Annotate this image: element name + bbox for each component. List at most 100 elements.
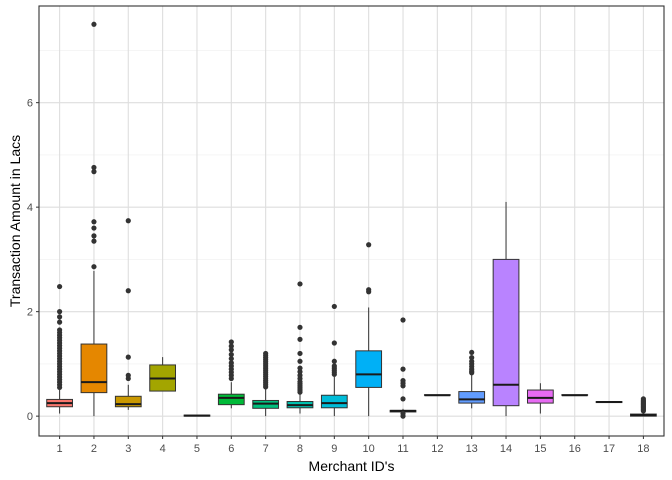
outlier-point bbox=[469, 349, 475, 356]
box-body bbox=[526, 389, 554, 404]
x-tick-label: 1 bbox=[57, 443, 63, 455]
box-body bbox=[458, 391, 486, 404]
box-merchant-4 bbox=[149, 357, 177, 392]
box-body bbox=[80, 343, 108, 394]
outlier-point bbox=[125, 372, 131, 378]
x-tick-label: 9 bbox=[331, 443, 337, 455]
x-tick-label: 5 bbox=[194, 443, 200, 455]
x-tick-label: 10 bbox=[363, 443, 375, 455]
outlier-point bbox=[297, 358, 303, 364]
box-body bbox=[114, 395, 142, 408]
box-merchant-2 bbox=[80, 21, 108, 417]
outlier-point bbox=[400, 396, 406, 402]
box-merchant-10 bbox=[355, 242, 383, 417]
grid bbox=[39, 6, 664, 436]
x-tick-label: 8 bbox=[297, 443, 303, 455]
outlier-point bbox=[125, 218, 131, 224]
outlier-point bbox=[297, 350, 303, 357]
outlier-point bbox=[297, 281, 303, 287]
outlier-point bbox=[91, 264, 97, 270]
outlier-point bbox=[228, 339, 234, 345]
outlier-point bbox=[400, 366, 406, 372]
box-merchant-18 bbox=[630, 396, 657, 417]
outlier-point bbox=[331, 363, 337, 369]
x-axis-title: Merchant ID's bbox=[309, 458, 395, 474]
box-merchant-13 bbox=[458, 349, 486, 409]
box-merchant-8 bbox=[286, 281, 314, 414]
box-merchant-3 bbox=[114, 218, 142, 410]
box-merchant-1 bbox=[46, 283, 73, 414]
outlier-point bbox=[297, 336, 303, 342]
x-tick-label: 2 bbox=[91, 443, 97, 455]
outlier-point bbox=[228, 356, 234, 362]
x-tick-label: 16 bbox=[569, 443, 581, 455]
outlier-point bbox=[366, 242, 372, 248]
outlier-point bbox=[469, 358, 475, 364]
x-tick-label: 18 bbox=[637, 443, 649, 455]
x-tick-label: 17 bbox=[603, 443, 615, 455]
box-merchant-7 bbox=[252, 350, 280, 417]
boxes bbox=[46, 21, 657, 419]
outlier-point bbox=[125, 354, 131, 360]
x-tick-label: 6 bbox=[228, 443, 234, 455]
x-tick-label: 7 bbox=[263, 443, 269, 455]
outlier-point bbox=[400, 378, 406, 384]
outlier-point bbox=[331, 340, 337, 346]
outlier-point bbox=[57, 327, 63, 333]
outlier-point bbox=[297, 324, 303, 330]
y-axis: 0 2 4 6 bbox=[27, 98, 39, 423]
panel-border bbox=[38, 5, 665, 437]
outlier-point bbox=[228, 343, 234, 349]
outlier-point bbox=[400, 410, 406, 417]
outlier-point bbox=[91, 233, 97, 239]
outlier-point bbox=[331, 303, 337, 310]
outlier-point bbox=[331, 358, 337, 364]
outlier-point bbox=[57, 319, 63, 325]
outlier-point bbox=[297, 369, 303, 375]
box-merchant-11 bbox=[389, 317, 417, 419]
outlier-point bbox=[228, 351, 234, 358]
box-merchant-15 bbox=[526, 383, 554, 414]
outlier-point bbox=[91, 219, 97, 225]
box-merchant-14 bbox=[492, 201, 520, 417]
y-tick-label: 4 bbox=[27, 202, 33, 214]
outlier-point bbox=[400, 317, 406, 323]
y-tick-label: 6 bbox=[27, 98, 33, 110]
outlier-point bbox=[469, 355, 475, 361]
outlier-point bbox=[57, 283, 63, 290]
y-axis-title: Transaction Amount in Lacs bbox=[7, 135, 23, 307]
x-axis: 1 2 3 4 5 6 7 8 9 10 11 12 13 14 15 16 17 18 bbox=[57, 436, 650, 455]
outlier-point bbox=[91, 225, 97, 231]
outlier-point bbox=[228, 347, 234, 353]
box-merchant-12 bbox=[423, 394, 451, 397]
outlier-point bbox=[297, 365, 303, 371]
outlier-point bbox=[91, 238, 97, 244]
outlier-point bbox=[91, 164, 97, 171]
box-merchant-5 bbox=[183, 414, 211, 417]
box-merchant-17 bbox=[595, 401, 623, 404]
outlier-point bbox=[366, 287, 372, 293]
outlier-point bbox=[57, 309, 63, 315]
x-tick-label: 15 bbox=[534, 443, 546, 455]
outlier-point bbox=[263, 350, 269, 357]
box-body bbox=[355, 350, 383, 388]
outlier-point bbox=[91, 169, 97, 175]
box-body bbox=[492, 258, 520, 407]
x-tick-label: 11 bbox=[397, 443, 408, 455]
outlier-point bbox=[297, 372, 303, 378]
outlier-point bbox=[125, 288, 131, 294]
outlier-point bbox=[91, 21, 97, 27]
x-tick-label: 13 bbox=[466, 443, 478, 455]
x-tick-label: 12 bbox=[431, 443, 443, 455]
y-tick-label: 2 bbox=[27, 307, 33, 319]
box-body bbox=[320, 394, 348, 409]
box-merchant-9 bbox=[320, 303, 348, 417]
box-body bbox=[217, 393, 245, 406]
x-tick-label: 3 bbox=[125, 443, 131, 455]
y-tick-label: 0 bbox=[27, 411, 33, 423]
outlier-point bbox=[57, 314, 63, 320]
x-tick-label: 14 bbox=[500, 443, 512, 455]
box-merchant-6 bbox=[217, 339, 245, 409]
box-merchant-16 bbox=[561, 394, 589, 397]
outlier-point bbox=[228, 360, 234, 366]
